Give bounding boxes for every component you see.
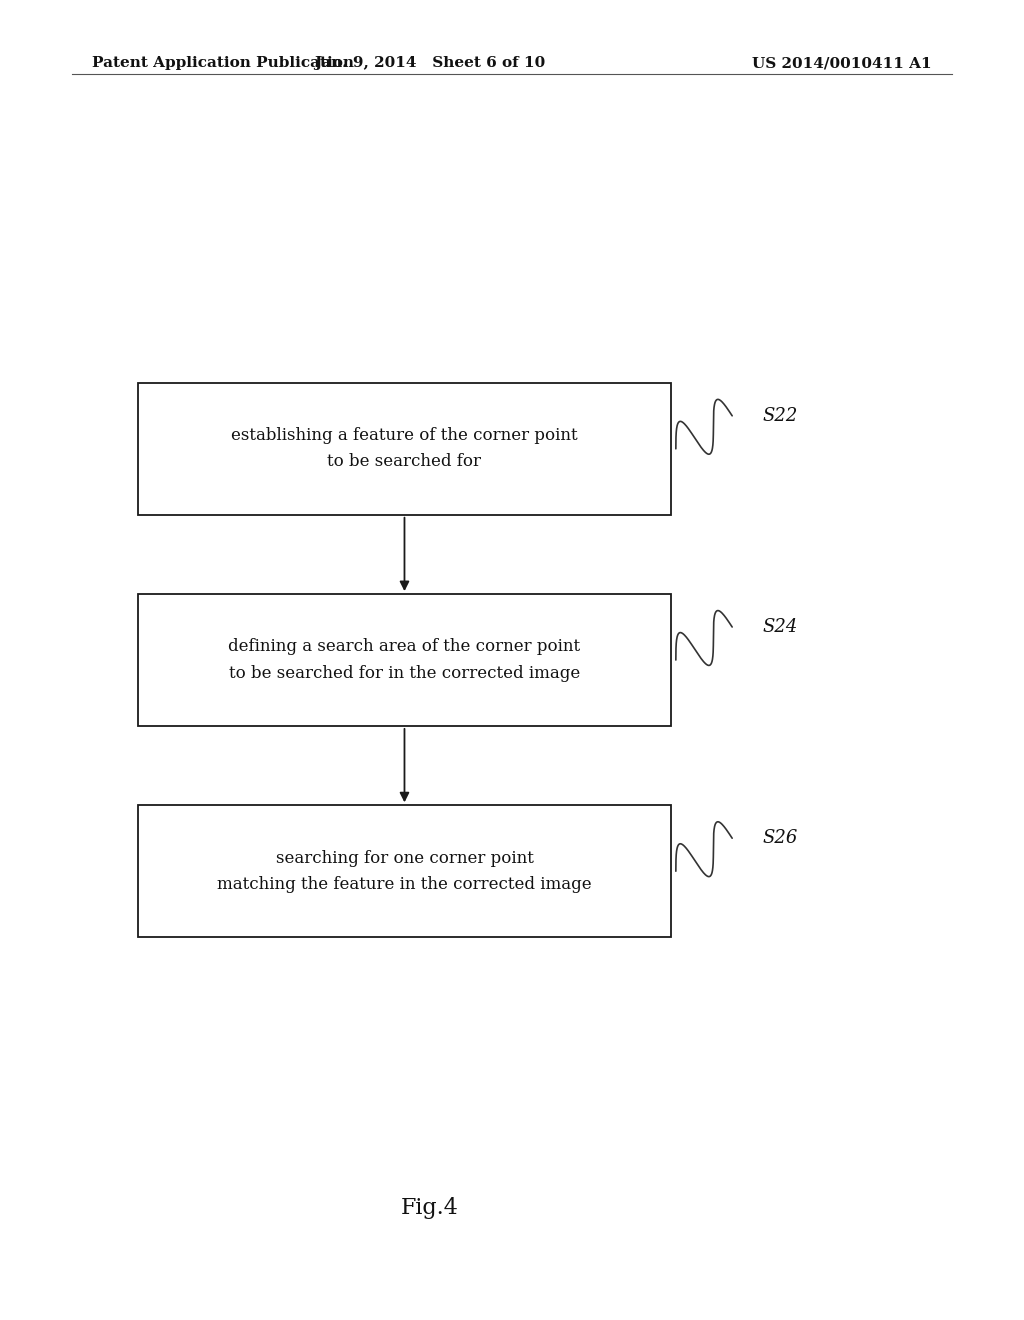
Text: S22: S22 xyxy=(763,407,799,425)
Text: searching for one corner point
matching the feature in the corrected image: searching for one corner point matching … xyxy=(217,850,592,892)
FancyBboxPatch shape xyxy=(138,805,671,937)
Text: S24: S24 xyxy=(763,618,799,636)
Text: S26: S26 xyxy=(763,829,799,847)
Text: Patent Application Publication: Patent Application Publication xyxy=(92,57,354,70)
Text: Fig.4: Fig.4 xyxy=(401,1197,459,1218)
Text: establishing a feature of the corner point
to be searched for: establishing a feature of the corner poi… xyxy=(231,428,578,470)
Text: Jan. 9, 2014   Sheet 6 of 10: Jan. 9, 2014 Sheet 6 of 10 xyxy=(314,57,546,70)
FancyBboxPatch shape xyxy=(138,383,671,515)
FancyBboxPatch shape xyxy=(138,594,671,726)
Text: US 2014/0010411 A1: US 2014/0010411 A1 xyxy=(753,57,932,70)
Text: defining a search area of the corner point
to be searched for in the corrected i: defining a search area of the corner poi… xyxy=(228,639,581,681)
